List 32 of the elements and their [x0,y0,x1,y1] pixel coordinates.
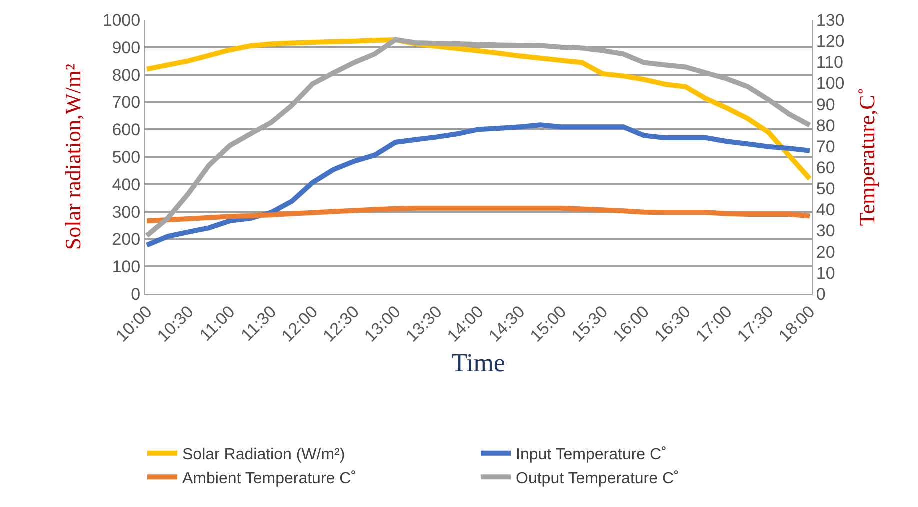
y-tick-label: 300 [112,202,141,222]
y-tick-label: 100 [112,258,141,277]
legend-label: Output Temperature C˚ [516,470,680,488]
y2-tick-label: 130 [816,10,845,30]
y-tick-label: 800 [112,66,141,85]
y2-tick-label: 20 [816,242,836,262]
y2-tick-label: 10 [816,264,836,283]
y-tick-label: 0 [131,284,141,304]
y2-tick-label: 40 [816,200,836,220]
y2-tick-label: 60 [816,158,836,178]
legend-label: Solar Radiation (W/m²) [182,446,346,464]
y2-tick-label: 100 [816,74,845,94]
y2-tick-label: 110 [816,53,844,72]
y-tick-label: 900 [112,38,141,58]
y2-tick-label: 0 [816,284,826,304]
x-axis-title: Time [452,348,506,378]
y2-axis-title: Temperature,C˚ [854,88,880,226]
legend-label: Input Temperature C˚ [516,446,667,464]
y-tick-label: 600 [112,120,141,140]
y-tick-label: 500 [112,148,141,167]
y-axis-title: Solar radiation,W/m² [60,63,86,250]
y-tick-label: 400 [112,175,141,194]
y-tick-label: 700 [112,93,141,112]
y2-tick-label: 120 [816,32,845,52]
y2-tick-label: 30 [816,222,836,241]
y2-tick-label: 80 [816,116,836,136]
y2-tick-label: 70 [816,137,836,156]
y-tick-label: 200 [112,230,141,250]
legend-label: Ambient Temperature C˚ [182,470,356,488]
y2-tick-label: 50 [816,180,836,199]
y2-tick-label: 90 [816,95,836,114]
y-tick-label: 1000 [102,10,141,30]
